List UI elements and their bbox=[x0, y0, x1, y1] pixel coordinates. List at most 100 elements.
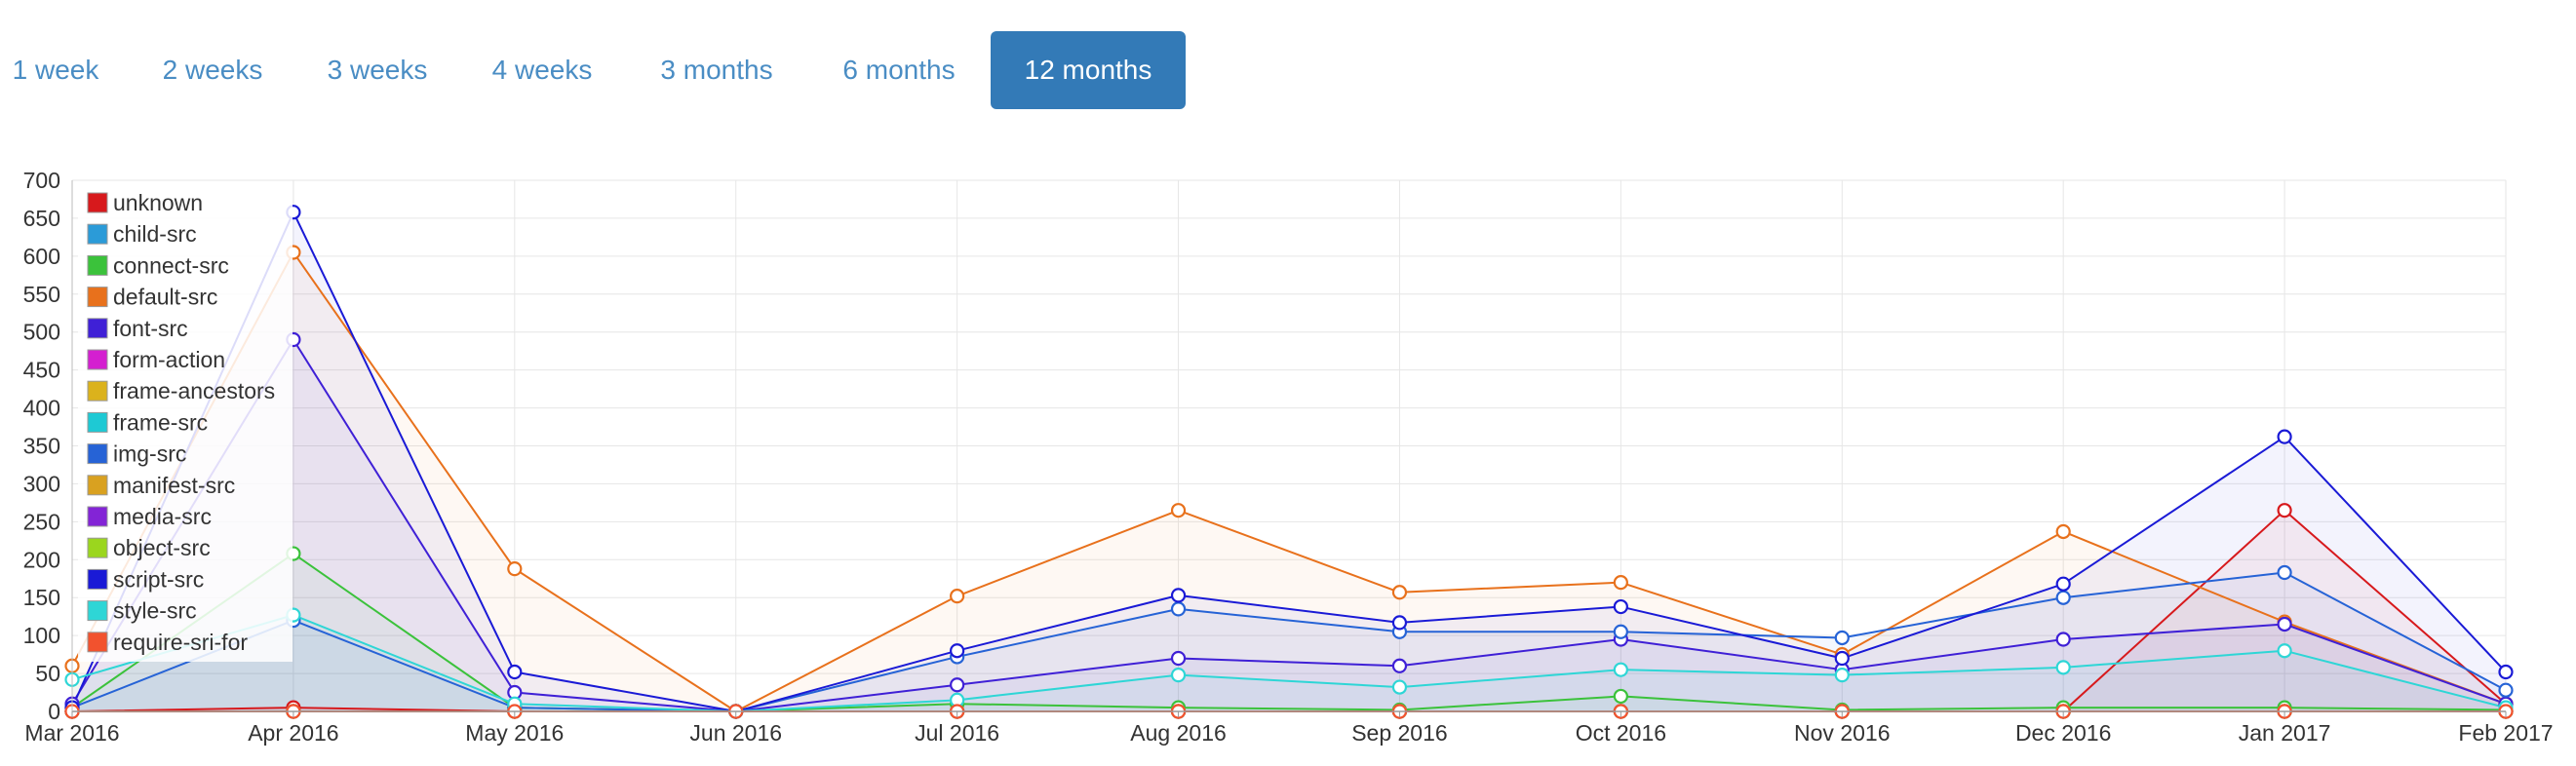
y-tick-label: 0 bbox=[48, 699, 60, 724]
legend-label: media-src bbox=[113, 504, 212, 529]
series-area-style-src bbox=[72, 615, 2506, 711]
series-area-script-src bbox=[72, 211, 2506, 711]
series-area-img-src bbox=[72, 572, 2506, 711]
data-point-img-src bbox=[1170, 601, 1187, 617]
y-tick-label: 100 bbox=[23, 623, 60, 648]
legend-label: font-src bbox=[113, 316, 188, 341]
tab-2-weeks[interactable]: 2 weeks bbox=[162, 55, 263, 85]
data-point-script-src bbox=[2498, 664, 2514, 680]
y-tick-label: 400 bbox=[23, 396, 60, 421]
tab-4-weeks[interactable]: 4 weeks bbox=[491, 55, 593, 85]
data-point-script-src bbox=[950, 643, 965, 659]
data-point-script-src bbox=[1170, 588, 1187, 603]
series-line-script-src bbox=[71, 211, 2507, 712]
tab-1-week[interactable]: 1 week bbox=[12, 55, 99, 85]
tab-3-weeks[interactable]: 3 weeks bbox=[327, 55, 428, 85]
x-tick-label: Jul 2016 bbox=[915, 720, 999, 746]
legend-swatch bbox=[87, 475, 108, 496]
series-line-font-src bbox=[71, 338, 2507, 712]
legend-label: child-src bbox=[113, 221, 197, 247]
data-point-default-src bbox=[1170, 503, 1187, 518]
x-tick-label: Jan 2017 bbox=[2239, 720, 2331, 746]
x-tick-label: May 2016 bbox=[465, 720, 564, 746]
x-tick-label: Oct 2016 bbox=[1576, 720, 1666, 746]
y-tick-label: 600 bbox=[23, 244, 60, 269]
legend-label: object-src bbox=[113, 535, 211, 560]
x-tick-label: Jun 2016 bbox=[689, 720, 782, 746]
legend-swatch bbox=[87, 537, 108, 558]
legend-label: style-src bbox=[113, 598, 197, 624]
legend-swatch bbox=[87, 506, 108, 527]
data-point-script-src bbox=[507, 664, 523, 680]
data-point-default-src bbox=[1613, 575, 1628, 591]
data-point-font-src bbox=[2277, 616, 2292, 632]
data-point-default-src bbox=[1391, 585, 1408, 600]
data-point-img-src bbox=[1834, 630, 1850, 646]
data-point-font-src bbox=[1391, 658, 1408, 673]
data-point-script-src bbox=[1613, 598, 1628, 615]
data-point-img-src bbox=[2498, 682, 2514, 698]
data-point-img-src bbox=[2055, 590, 2071, 605]
series-area-font-src bbox=[72, 339, 2506, 711]
data-point-font-src bbox=[950, 677, 965, 693]
data-point-script-src bbox=[2277, 429, 2292, 444]
tab-12-months[interactable]: 12 months bbox=[991, 31, 1186, 109]
data-point-unknown bbox=[2277, 503, 2292, 518]
series-areas bbox=[72, 211, 2506, 711]
y-tick-label: 350 bbox=[23, 434, 60, 459]
legend-swatch bbox=[87, 287, 108, 308]
data-point-style-src bbox=[2277, 643, 2292, 659]
legend-swatch bbox=[87, 600, 108, 622]
legend-swatch bbox=[87, 254, 108, 276]
data-point-style-src bbox=[1613, 662, 1628, 677]
legend-swatch bbox=[87, 380, 108, 402]
legend-label: unknown bbox=[113, 190, 203, 215]
tab-3-months[interactable]: 3 months bbox=[660, 55, 773, 85]
legend-swatch bbox=[87, 223, 108, 245]
x-tick-label: Apr 2016 bbox=[248, 720, 338, 746]
data-point-script-src bbox=[1391, 615, 1408, 631]
series-line-default-src bbox=[71, 250, 2507, 712]
x-tick-label: Feb 2017 bbox=[2458, 720, 2553, 746]
data-point-connect-src bbox=[1613, 688, 1628, 705]
data-point-script-src bbox=[2055, 576, 2071, 592]
x-tick-label: Nov 2016 bbox=[1794, 720, 1890, 746]
data-point-default-src bbox=[507, 561, 523, 577]
x-tick-label: Aug 2016 bbox=[1130, 720, 1226, 746]
y-tick-label: 450 bbox=[23, 358, 60, 383]
y-tick-label: 250 bbox=[23, 509, 60, 534]
legend: unknown child-src connect-src default-src fo… bbox=[78, 183, 293, 662]
legend-swatch bbox=[87, 568, 108, 590]
y-tick-label: 300 bbox=[23, 471, 60, 496]
data-point-style-src bbox=[2055, 660, 2071, 675]
series-line-img-src bbox=[71, 571, 2507, 712]
x-tick-label: Dec 2016 bbox=[2015, 720, 2111, 746]
legend-label: manifest-src bbox=[113, 473, 235, 498]
data-point-default-src bbox=[2055, 523, 2071, 540]
legend-label: frame-ancestors bbox=[113, 378, 275, 403]
data-point-style-src bbox=[1391, 679, 1408, 695]
legend-label: script-src bbox=[113, 566, 204, 592]
legend-swatch bbox=[87, 349, 108, 370]
legend-swatch bbox=[87, 318, 108, 339]
legend-swatch bbox=[87, 443, 108, 465]
series-line-style-src bbox=[71, 614, 2507, 712]
legend-swatch bbox=[87, 411, 108, 433]
y-tick-label: 200 bbox=[23, 547, 60, 572]
data-point-script-src bbox=[1834, 650, 1850, 667]
legend-label: default-src bbox=[113, 285, 217, 310]
series-line-connect-src bbox=[71, 553, 2507, 712]
legend-label: connect-src bbox=[113, 252, 229, 278]
tab-6-months[interactable]: 6 months bbox=[842, 55, 956, 85]
axes: 0 50 100 150 200 250 300 350 400 450 500 550 600 650 7… bbox=[23, 168, 2554, 746]
x-tick-label: Sep 2016 bbox=[1351, 720, 1447, 746]
data-point-default-src bbox=[950, 589, 965, 604]
legend-swatch bbox=[87, 192, 108, 213]
data-point-img-src bbox=[1613, 624, 1628, 639]
data-point-style-src bbox=[1834, 668, 1850, 683]
legend-swatch bbox=[87, 632, 108, 653]
legend-background bbox=[78, 183, 293, 662]
line-chart: 0 50 100 150 200 250 300 350 400 450 500 550 600 650 7… bbox=[23, 168, 2554, 746]
data-point-font-src bbox=[2055, 632, 2071, 647]
data-point-style-src bbox=[1170, 668, 1187, 683]
